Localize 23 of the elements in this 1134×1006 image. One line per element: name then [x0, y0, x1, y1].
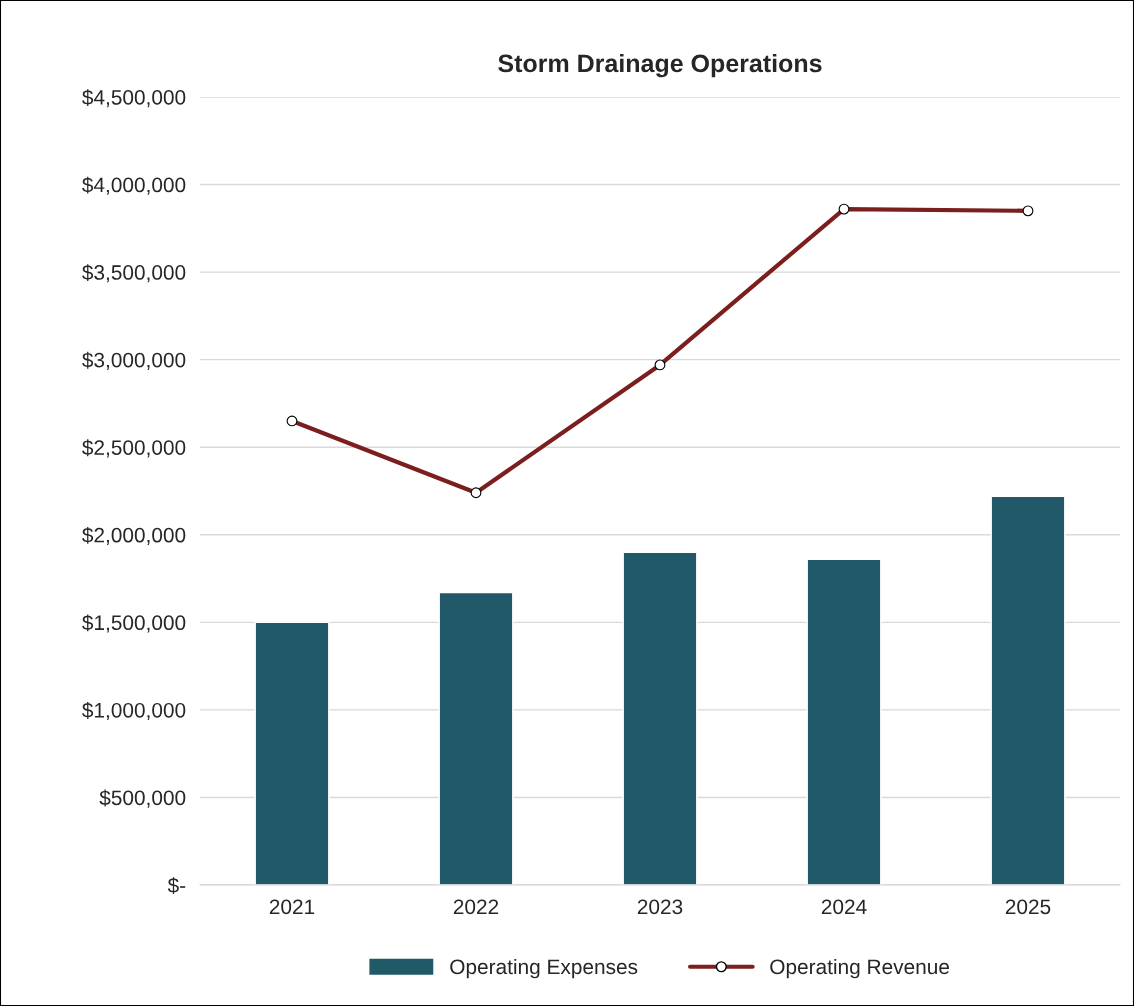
bar — [806, 558, 882, 885]
bar — [990, 495, 1066, 885]
y-tick-label: $1,000,000 — [82, 702, 186, 721]
bar — [438, 591, 514, 885]
x-tick-label: 2023 — [637, 899, 683, 915]
x-tick-label: 2025 — [1005, 899, 1051, 915]
y-tick-label: $3,500,000 — [82, 264, 186, 283]
bar — [622, 551, 698, 885]
legend-label: Operating Revenue — [770, 958, 950, 979]
y-tick-label: $- — [167, 877, 186, 894]
x-tick-label: 2021 — [269, 899, 315, 915]
y-tick-label: $4,500,000 — [82, 89, 186, 108]
chart-title: Storm Drainage Operations — [498, 53, 822, 78]
y-tick-label: $1,500,000 — [82, 614, 186, 633]
y-tick-label: $4,000,000 — [82, 176, 186, 195]
y-tick-label: $500,000 — [99, 789, 186, 808]
x-tick-label: 2022 — [453, 899, 499, 915]
legend-label: Operating Expenses — [450, 958, 638, 979]
y-tick-label: $2,500,000 — [82, 439, 186, 458]
x-tick-label: 2024 — [821, 899, 867, 915]
y-tick-label: $2,000,000 — [82, 526, 186, 545]
bar — [254, 621, 330, 885]
y-tick-label: $3,000,000 — [82, 351, 186, 370]
